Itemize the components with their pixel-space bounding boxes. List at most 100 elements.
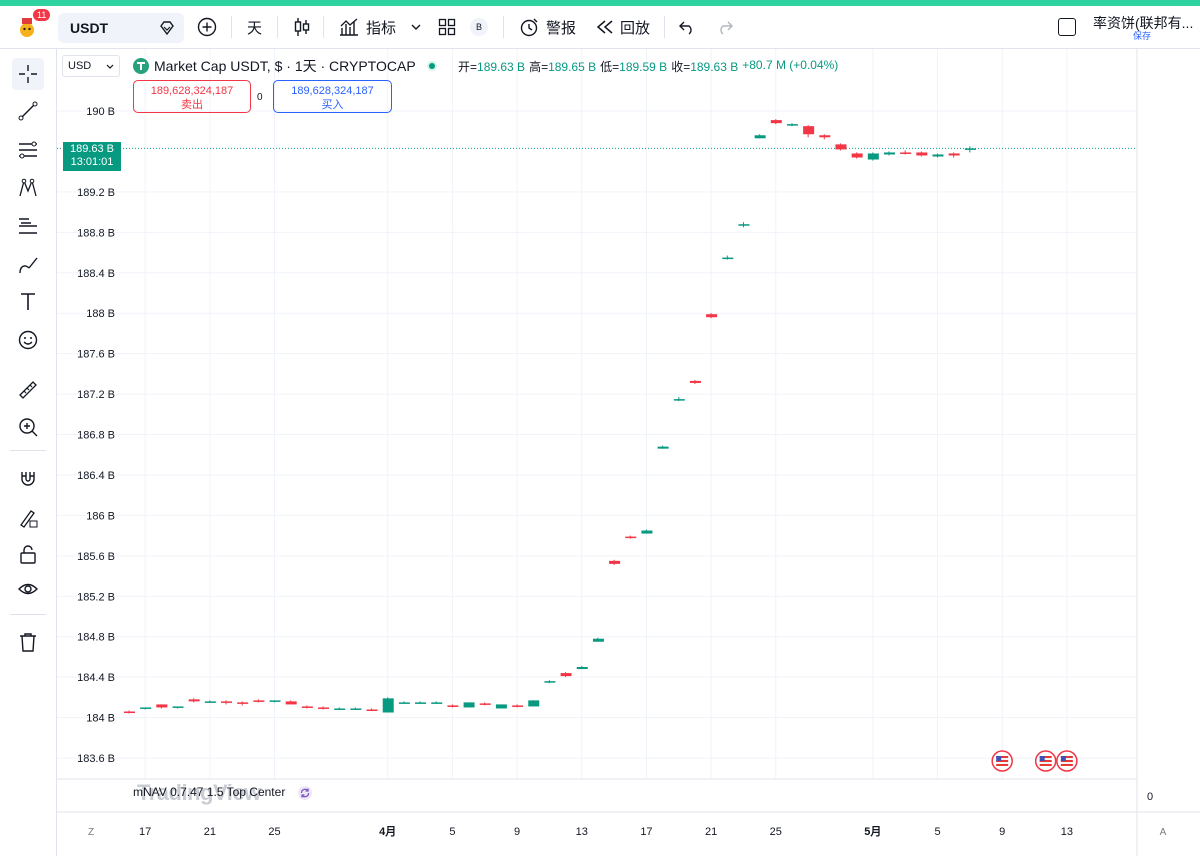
trash-tool[interactable] — [12, 626, 44, 658]
low-value: 189.59 B — [619, 60, 668, 74]
redo-button[interactable] — [716, 6, 734, 48]
candle-body — [803, 126, 815, 135]
high-value: 189.65 B — [548, 60, 597, 74]
sell-label: 卖出 — [181, 99, 203, 111]
candle-body — [172, 706, 184, 708]
high-label: 高= — [529, 60, 549, 74]
undo-button[interactable] — [678, 6, 696, 48]
gem-icon — [160, 21, 174, 36]
top-toolbar: 11 USDT 天 指标 B — [0, 6, 1200, 49]
alerts-button[interactable]: 警报 — [518, 6, 576, 48]
candle-body — [754, 135, 766, 139]
indicators-dropdown[interactable] — [410, 6, 422, 48]
eye-tool[interactable] — [12, 573, 44, 605]
y-tick-label: 185.2 B — [77, 591, 115, 603]
x-tick-label: 9 — [999, 826, 1005, 838]
emoji-tool[interactable] — [12, 324, 44, 356]
lock-icon — [20, 545, 36, 564]
close-value: 189.63 B — [690, 60, 739, 74]
candle-body — [738, 224, 750, 226]
candle-body — [318, 707, 330, 709]
ruler-icon — [19, 381, 37, 399]
ohlc-readout: 开=189.63 B 高=189.65 B 低=189.59 B 收=189.6… — [458, 58, 838, 75]
magnet-tool[interactable] — [12, 463, 44, 495]
chart-type-button[interactable] — [292, 6, 312, 48]
layout-button[interactable] — [438, 6, 456, 48]
candle-body — [188, 699, 200, 702]
toolbar-divider — [10, 614, 46, 615]
y-tick-label: 184 B — [86, 713, 115, 725]
candle-body — [851, 153, 863, 158]
pattern-tool[interactable] — [12, 172, 44, 204]
measure-lines-tool[interactable] — [12, 210, 44, 242]
candle-body — [366, 709, 378, 711]
grid-layout-icon — [438, 18, 456, 36]
indicator-legend[interactable]: mNAV 0.7.47 1.5 Top Center — [133, 785, 313, 801]
candle-body — [512, 705, 524, 707]
text-tool[interactable] — [12, 285, 44, 317]
divider — [664, 16, 665, 38]
log-scale-button[interactable]: A — [1160, 827, 1167, 838]
b-button[interactable]: B — [470, 6, 488, 48]
fib-tool[interactable] — [12, 134, 44, 166]
account-name[interactable]: 率资饼(联邦有... — [1093, 15, 1194, 31]
flag-stripe — [996, 756, 1009, 758]
y-tick-label: 188.4 B — [77, 268, 115, 280]
close-label: 收= — [671, 60, 691, 74]
refresh-icon[interactable] — [297, 785, 313, 801]
candle-body — [285, 701, 297, 705]
compare-button[interactable] — [196, 6, 218, 48]
auto-scale-button[interactable]: Z — [88, 827, 94, 838]
candle-body — [916, 152, 928, 156]
chart-legend: Market Cap USDT, $ · 1天 · CRYPTOCAP — [133, 56, 439, 76]
lock-tool[interactable] — [12, 538, 44, 570]
crosshair-tool[interactable] — [12, 58, 44, 90]
y-tick-label: 187.6 B — [77, 349, 115, 361]
brush-tool[interactable] — [12, 249, 44, 281]
currency-select[interactable]: USD — [62, 55, 120, 77]
sell-button[interactable]: 189,628,324,187 卖出 — [133, 80, 251, 113]
indicators-icon — [340, 18, 358, 36]
b-label: B — [470, 18, 488, 36]
indicators-button[interactable]: 指标 — [338, 6, 396, 48]
candle-body — [544, 681, 556, 683]
candle-body — [770, 120, 782, 124]
candle-body — [479, 703, 491, 705]
symbol-search[interactable]: USDT — [58, 13, 184, 43]
candle-body — [204, 701, 216, 703]
pattern-icon — [19, 178, 37, 197]
y-tick-label: 190 B — [86, 106, 115, 118]
avatar[interactable] — [14, 6, 40, 48]
trendline-tool[interactable] — [12, 95, 44, 127]
flag-stripe — [1039, 756, 1052, 758]
chart-title: Market Cap USDT, $ · 1天 · CRYPTOCAP — [154, 58, 416, 74]
zoom-in-tool[interactable] — [12, 411, 44, 443]
save-button[interactable]: 保存 — [1133, 31, 1152, 41]
lock-draw-tool[interactable] — [12, 502, 44, 534]
notification-badge: 11 — [33, 9, 51, 21]
replay-button[interactable]: 回放 — [596, 6, 650, 48]
y-tick-label: 186.8 B — [77, 430, 115, 442]
x-tick-label: 17 — [640, 826, 652, 838]
candle-body — [382, 698, 394, 713]
replay-label: 回放 — [620, 19, 651, 37]
brush-icon — [19, 257, 38, 274]
y-tick-label: 185.6 B — [77, 551, 115, 563]
flag-stripe — [1039, 764, 1052, 766]
candle-body — [431, 702, 443, 704]
layout-select-checkbox[interactable] — [1058, 6, 1076, 48]
lock-draw-icon — [20, 510, 38, 528]
ruler-tool[interactable] — [12, 374, 44, 406]
price-chart[interactable]: 183.6 B 184 B 184.4 B 184.8 B 185.2 B 185.6 B… — [57, 49, 1200, 856]
y-tick-label: 188.8 B — [77, 227, 115, 239]
change-value: +80.7 M (+0.04%) — [742, 58, 839, 72]
chart-pane[interactable]: 183.6 B 184 B 184.4 B 184.8 B 185.2 B 185.6 B… — [57, 49, 1200, 856]
candle-body — [334, 708, 346, 710]
interval-button[interactable]: 天 — [247, 6, 262, 48]
alarm-clock-icon — [520, 18, 538, 37]
x-tick-label: 13 — [1061, 826, 1073, 838]
candle-body — [625, 536, 637, 539]
buy-button[interactable]: 189,628,324,187 买入 — [273, 80, 392, 113]
candle-body — [398, 702, 410, 704]
indicators-label: 指标 — [366, 19, 397, 37]
